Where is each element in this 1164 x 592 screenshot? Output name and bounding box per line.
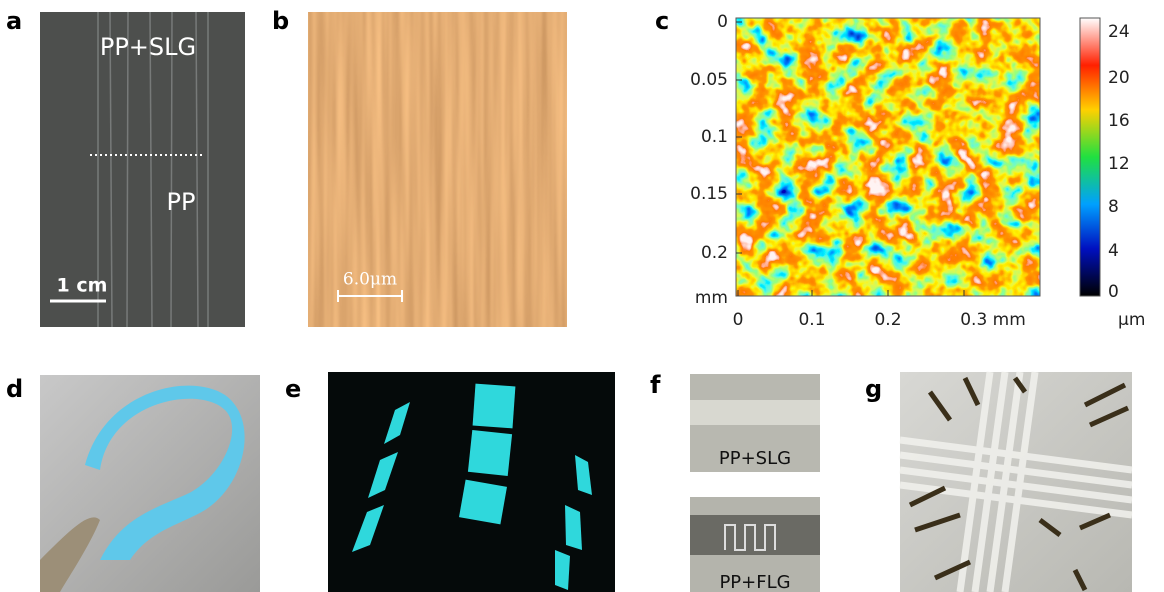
- x-tick-label: 0.3 mm: [960, 310, 1026, 330]
- panel-label: a: [6, 7, 22, 35]
- y-tick-label: 0.1: [701, 127, 728, 147]
- y-tick-label: 0.05: [690, 70, 728, 90]
- colorbar-tick-label: 16: [1108, 111, 1130, 131]
- colorbar: [1080, 18, 1100, 296]
- x-tick-label: 0: [733, 310, 744, 330]
- y-tick-label: 0.2: [701, 243, 728, 263]
- region-label: PP+SLG: [100, 33, 196, 61]
- colorbar-tick-label: 0: [1108, 282, 1119, 302]
- colorbar-unit: μm: [1118, 310, 1145, 330]
- colorbar-tick-label: 12: [1108, 154, 1130, 174]
- x-tick-label: 0.1: [798, 310, 825, 330]
- y-tick-label: 0: [717, 12, 728, 32]
- y-tick-label: 0.15: [690, 184, 728, 204]
- panel-label: g: [865, 375, 882, 403]
- colorbar-tick-label: 8: [1108, 197, 1119, 217]
- panel-label: e: [285, 375, 301, 403]
- scale-label: 6.0μm: [343, 270, 397, 290]
- strip: [690, 400, 820, 425]
- figure: a PP+SLG PP 1 cm b 6.0μm c 0 0.05 0.1 0.…: [0, 0, 1164, 592]
- colorbar-tick-label: 20: [1108, 68, 1130, 88]
- panel-label: c: [655, 7, 669, 35]
- scale-label: 1 cm: [57, 275, 108, 297]
- colorbar-tick-label: 4: [1108, 241, 1119, 261]
- panel-label: d: [6, 375, 23, 403]
- height-map: [736, 18, 1040, 296]
- panel-label: b: [272, 7, 289, 35]
- x-tick-label: 0.2: [874, 310, 901, 330]
- region-label: PP: [167, 188, 196, 216]
- colorbar-tick-label: 24: [1108, 22, 1130, 42]
- y-axis-unit: mm: [695, 288, 728, 308]
- panel-label: f: [650, 371, 661, 399]
- caption: PP+FLG: [719, 572, 790, 592]
- caption: PP+SLG: [719, 448, 791, 469]
